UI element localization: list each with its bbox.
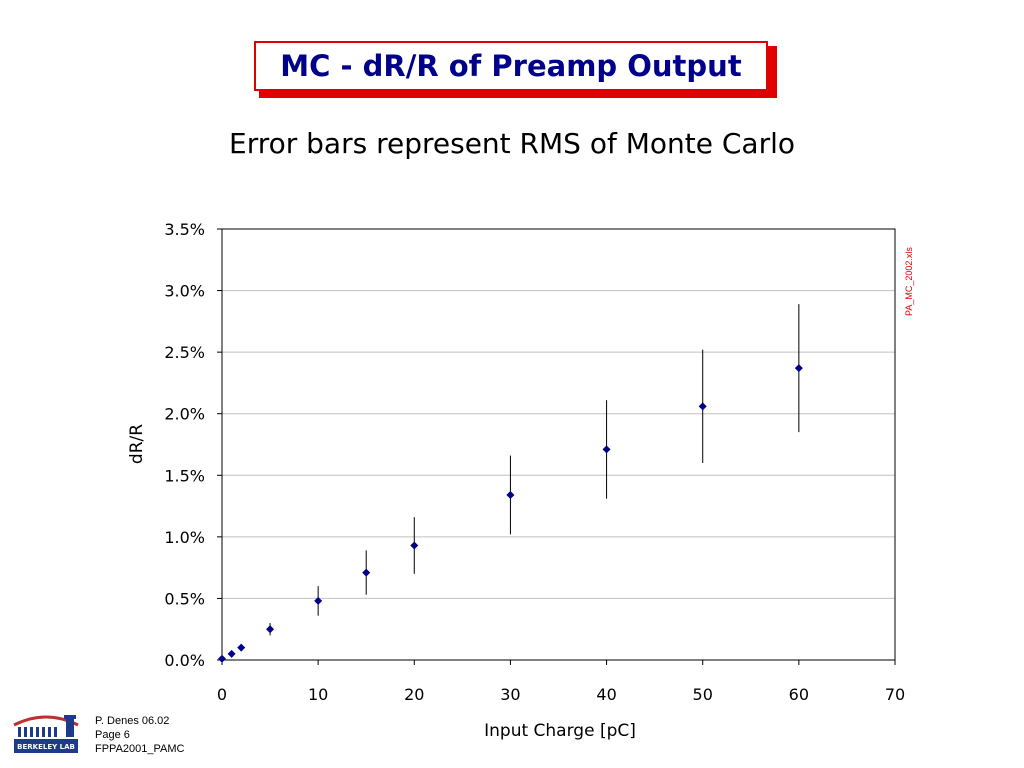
data-point (218, 654, 226, 663)
data-point (362, 568, 371, 577)
data-point (410, 541, 419, 550)
y-tick-label: 0.0% (164, 651, 205, 670)
footer-page: Page 6 (95, 729, 130, 741)
data-point (266, 625, 275, 634)
x-axis-label: Input Charge [pC] (484, 721, 636, 741)
y-tick-label: 1.5% (164, 466, 205, 485)
footer-doc: FPPA2001_PAMC (95, 743, 185, 755)
slide-title: MC - dR/R of Preamp Output (280, 49, 742, 83)
x-tick-label: 0 (217, 685, 227, 704)
svg-text:BERKELEY LAB: BERKELEY LAB (17, 743, 75, 751)
data-point (602, 445, 611, 454)
y-tick-label: 1.0% (164, 528, 205, 547)
filename-label: PA_MC_2002.xls (904, 247, 914, 316)
x-tick-label: 50 (693, 685, 713, 704)
x-tick-label: 20 (404, 685, 424, 704)
data-point (698, 402, 707, 411)
data-point (314, 596, 323, 605)
y-tick-label: 3.5% (164, 220, 205, 239)
plot-frame (221, 228, 896, 661)
berkeley-lab-logo: BERKELEY LAB (13, 715, 79, 753)
y-tick-label: 2.5% (164, 343, 205, 362)
y-tick-label: 2.0% (164, 405, 205, 424)
y-tick-label: 0.5% (164, 589, 205, 608)
y-axis-label: dR/R (127, 424, 147, 464)
title-box: MC - dR/R of Preamp Output (254, 41, 768, 91)
footer-author-date: P. Denes 06.02 (95, 715, 170, 727)
footer: P. Denes 06.02 Page 6 FPPA2001_PAMC (95, 714, 184, 756)
data-point (237, 643, 246, 652)
data-point (506, 490, 515, 499)
data-point (794, 364, 803, 373)
y-tick-label: 3.0% (164, 282, 205, 301)
x-tick-label: 60 (789, 685, 809, 704)
filename-label-wrap: PA_MC_2002.xls (904, 240, 918, 316)
x-tick-label: 10 (308, 685, 328, 704)
x-tick-label: 40 (596, 685, 616, 704)
data-point (227, 649, 236, 658)
x-tick-label: 30 (500, 685, 520, 704)
x-tick-label: 70 (885, 685, 905, 704)
slide-subtitle: Error bars represent RMS of Monte Carlo (229, 127, 795, 160)
